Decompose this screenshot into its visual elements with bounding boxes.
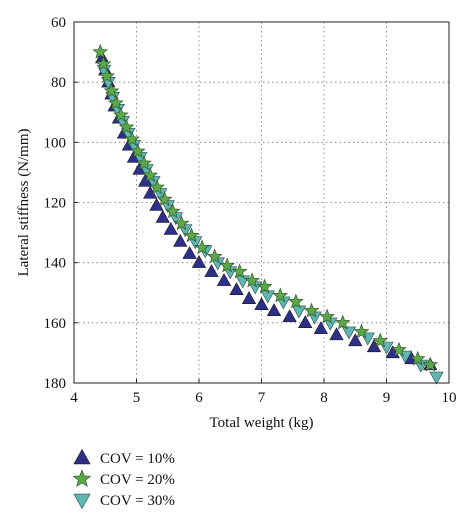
data-point [254, 297, 269, 310]
data-point [142, 167, 159, 183]
y-tick-label: 160 [44, 316, 67, 332]
data-point [372, 332, 389, 348]
data-point [108, 95, 124, 110]
data-point [163, 221, 179, 235]
data-point [256, 278, 273, 294]
data-point [188, 236, 203, 250]
data-point [155, 209, 170, 223]
y-axis-label: Lateral stiffness (N/mm) [16, 128, 32, 276]
legend-label: COV = 30% [100, 493, 175, 509]
data-point [219, 257, 235, 273]
data-point [149, 179, 165, 195]
data-point [298, 315, 313, 329]
data-point [303, 302, 320, 318]
data-point [319, 308, 335, 324]
y-tick-label: 80 [51, 75, 66, 91]
data-point [241, 291, 257, 304]
y-tick-label: 100 [44, 135, 67, 151]
y-tick-label: 140 [44, 256, 67, 272]
y-tick-label: 120 [44, 196, 67, 212]
x-tick-label: 7 [258, 390, 266, 406]
data-point [244, 272, 260, 288]
data-point [313, 321, 329, 335]
data-point [99, 67, 115, 83]
data-point [173, 215, 190, 231]
data-point [266, 303, 282, 317]
data-point [353, 323, 370, 339]
data-point [348, 333, 363, 347]
data-point [173, 233, 188, 247]
x-tick-label: 6 [195, 390, 203, 406]
data-point [183, 227, 200, 243]
data-point [341, 326, 357, 340]
y-axis-ticks: 60 80 100 120 140 160 180 [44, 15, 78, 392]
series-triangle-up [94, 50, 438, 371]
data-series-layer [92, 43, 444, 385]
x-tick-label: 10 [442, 390, 457, 406]
series-triangle-down [96, 64, 444, 385]
x-tick-label: 5 [133, 390, 141, 406]
data-point [272, 287, 289, 303]
data-point [156, 191, 173, 207]
data-point [103, 83, 120, 98]
data-point [191, 255, 207, 268]
x-tick-label: 9 [383, 390, 391, 406]
data-point [206, 248, 223, 264]
y-tick-label: 180 [44, 376, 67, 392]
x-tick-label: 8 [320, 390, 328, 406]
data-point [182, 246, 197, 259]
data-point [282, 309, 297, 323]
data-point [291, 305, 307, 319]
legend-marker [73, 493, 91, 510]
legend-marker [73, 448, 91, 465]
data-point [118, 119, 135, 134]
x-tick-label: 4 [70, 390, 78, 406]
data-point [231, 263, 248, 279]
legend-marker [72, 469, 92, 487]
data-point [288, 293, 304, 309]
data-point [409, 350, 426, 366]
data-point [164, 203, 181, 219]
data-point [92, 43, 109, 59]
x-axis-label: Total weight (kg) [210, 415, 314, 431]
data-point [216, 273, 232, 286]
data-point [229, 282, 244, 295]
x-axis-ticks: 4 5 6 7 8 9 10 [70, 379, 457, 406]
data-point [334, 314, 351, 330]
data-point [204, 264, 219, 277]
grid [74, 22, 449, 383]
legend-label: COV = 10% [100, 451, 175, 467]
y-tick-label: 60 [51, 15, 66, 31]
data-point [391, 341, 407, 357]
data-point [429, 371, 444, 385]
data-point [129, 143, 146, 158]
data-point [194, 239, 210, 255]
data-point [329, 327, 344, 341]
series-star [92, 43, 439, 372]
data-point [149, 197, 164, 211]
data-point [95, 55, 112, 71]
data-point [136, 155, 152, 171]
data-point [124, 131, 140, 146]
data-point [178, 224, 193, 238]
legend: COV = 10% COV = 20% COV = 30% [72, 448, 175, 510]
data-point [422, 356, 439, 372]
legend-label: COV = 20% [100, 472, 175, 488]
data-point [113, 107, 129, 122]
